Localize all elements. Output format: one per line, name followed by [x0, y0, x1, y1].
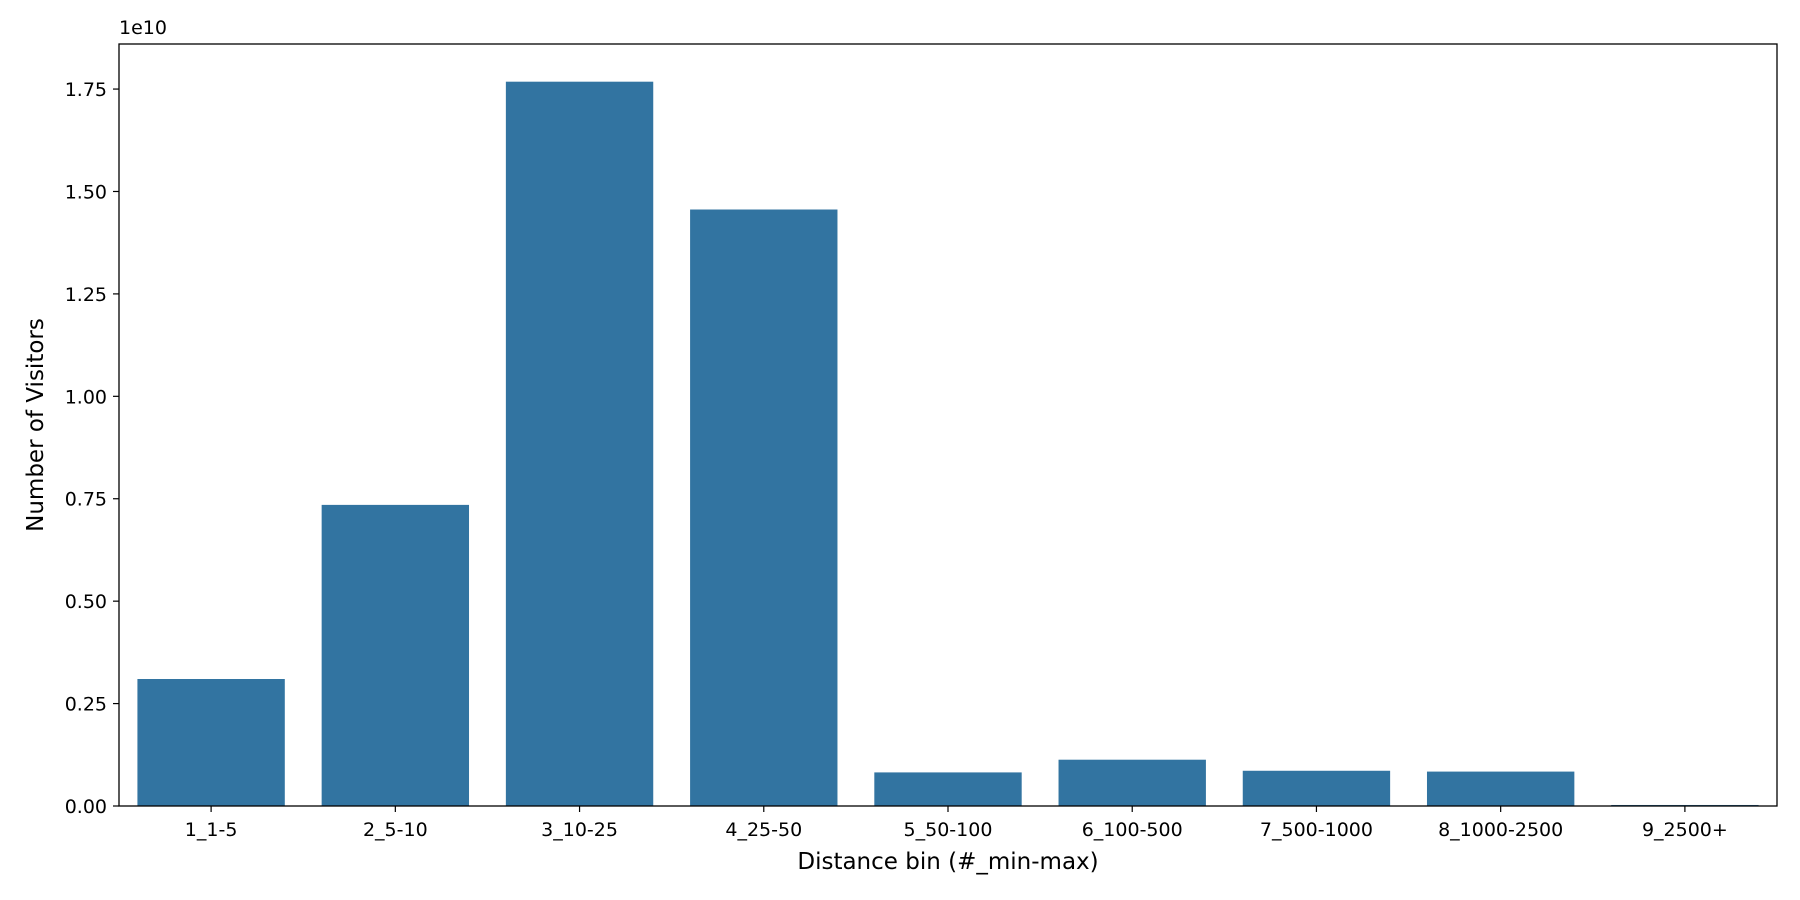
- plot-frame: [118, 43, 1778, 807]
- x-tick-label: 8_1000-2500: [1438, 819, 1563, 841]
- x-tick-label: 1_1-5: [185, 819, 238, 841]
- y-tick-label: 1.25: [65, 284, 107, 306]
- x-tick-label: 7_500-1000: [1260, 819, 1373, 841]
- y-tick-label: 1.50: [65, 181, 107, 203]
- bar-2_5-10: [321, 504, 470, 806]
- x-tick-label: 4_25-50: [725, 819, 802, 841]
- bar-8_1000-2500: [1426, 771, 1575, 806]
- x-tick-label: 3_10-25: [541, 819, 618, 841]
- bars-layer: [137, 81, 1759, 807]
- bar-7_500-1000: [1242, 770, 1391, 806]
- x-tick-label: 9_2500+: [1642, 819, 1728, 841]
- bar-3_10-25: [505, 81, 654, 807]
- bar-4_25-50: [690, 209, 838, 807]
- bar-6_100-500: [1058, 759, 1206, 806]
- y-tick-label: 0.25: [65, 694, 107, 716]
- x-axis-ticks: 1_1-5 2_5-10 3_10-25 4_25-50 5_50-100 6_100-5…: [185, 806, 1728, 841]
- y-tick-label: 0.75: [65, 489, 107, 511]
- y-tick-label: 1.75: [65, 79, 107, 101]
- y-tick-label: 1.00: [65, 386, 107, 408]
- y-tick-label: 0.00: [65, 796, 107, 818]
- y-axis-label: Number of Visitors: [23, 318, 49, 532]
- x-tick-label: 6_100-500: [1082, 819, 1183, 841]
- bar-5_50-100: [874, 772, 1022, 806]
- y-axis-ticks: 0.00 0.25 0.50 0.75 1.00 1.25 1.50 1.75: [65, 79, 119, 818]
- bar-1_1-5: [137, 679, 285, 806]
- x-tick-label: 5_50-100: [904, 819, 993, 841]
- x-axis-label: Distance bin (#_min-max): [797, 849, 1098, 875]
- y-tick-label: 0.50: [65, 591, 107, 613]
- y-axis-offset-label: 1e10: [119, 17, 167, 39]
- x-tick-label: 2_5-10: [363, 819, 428, 841]
